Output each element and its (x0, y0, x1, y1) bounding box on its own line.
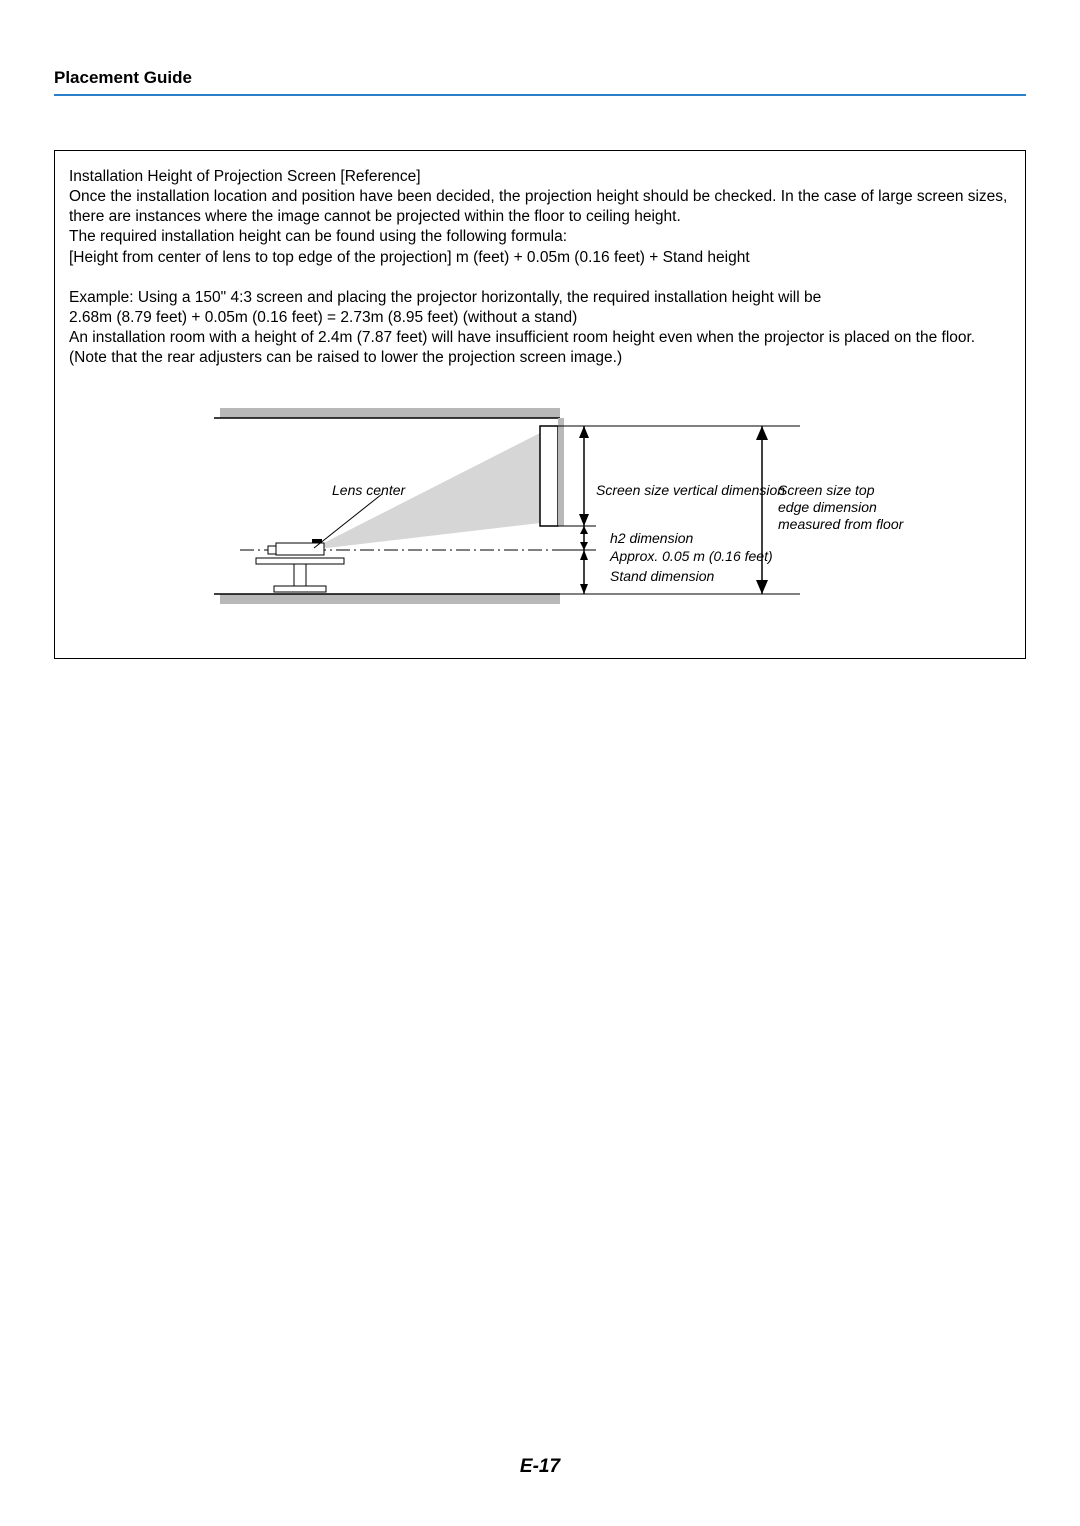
para-text: Installation Height of Projection Screen… (69, 167, 1011, 187)
label-screen-vertical: Screen size vertical dimension (596, 482, 785, 499)
para-text: Once the installation location and posit… (69, 187, 1011, 227)
label-screen-top-edge: Screen size top edge dimension measured … (778, 482, 908, 532)
label-lens-center: Lens center (332, 482, 405, 499)
para-text: [Height from center of lens to top edge … (69, 248, 1011, 268)
para-text: Example: Using a 150" 4:3 screen and pla… (69, 288, 1011, 308)
para-text: The required installation height can be … (69, 227, 1011, 247)
para-text: An installation room with a height of 2.… (69, 328, 1011, 368)
projection-diagram: Lens center Screen size vertical dimensi… (160, 398, 920, 628)
page-number: E-17 (0, 1456, 1080, 1478)
para-text: 2.68m (8.79 feet) + 0.05m (0.16 feet) = … (69, 308, 1011, 328)
label-stand: Stand dimension (610, 568, 714, 585)
title-underline (54, 94, 1026, 96)
label-h2: h2 dimension (610, 530, 693, 547)
section-title: Placement Guide (54, 68, 1026, 88)
label-approx: Approx. 0.05 m (0.16 feet) (610, 548, 773, 565)
info-box: Installation Height of Projection Screen… (54, 150, 1026, 659)
